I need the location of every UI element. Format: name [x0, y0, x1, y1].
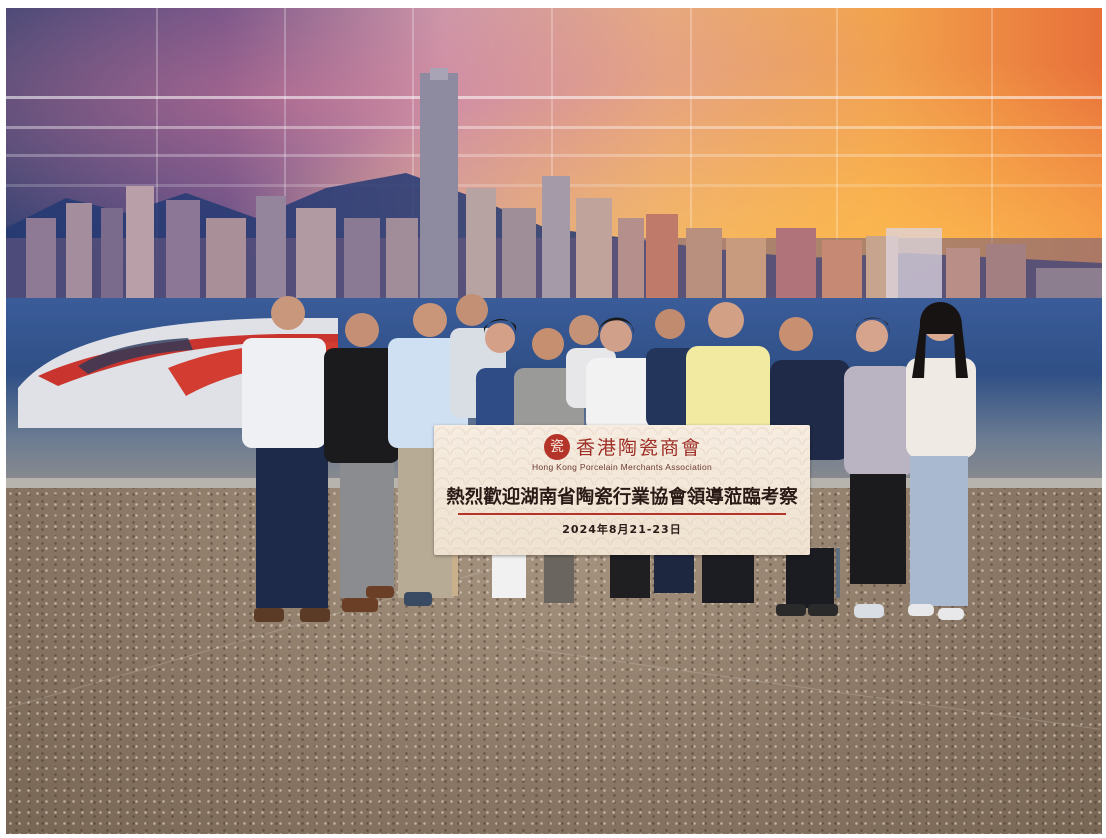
banner-headline: 熱烈歡迎湖南省陶瓷行業協會領導蒞臨考察: [446, 487, 798, 508]
person: [476, 319, 526, 598]
welcome-banner: 瓷 香港陶瓷商會 Hong Kong Porcelain Merchants A…: [434, 425, 810, 555]
ceiling-light-strip: [6, 154, 1102, 157]
person: [906, 302, 976, 620]
person: [844, 317, 914, 618]
banner-org-name-cn: 香港陶瓷商會: [576, 437, 703, 459]
banner-date: 2024年8月21-23日: [562, 523, 682, 536]
person: [686, 302, 770, 603]
banner-divider: [458, 513, 786, 515]
person: [324, 313, 400, 612]
person: [242, 296, 330, 622]
association-logo: 瓷: [544, 434, 570, 460]
banner-pole: [452, 548, 458, 596]
person: [770, 317, 850, 616]
banner-wave-pattern: [434, 425, 810, 555]
walking-cane: [836, 548, 840, 598]
photo-frame: 瓷 香港陶瓷商會 Hong Kong Porcelain Merchants A…: [6, 8, 1102, 834]
ceiling-light-strip: [6, 96, 1102, 99]
banner-org-name-en: Hong Kong Porcelain Merchants Associatio…: [531, 462, 713, 472]
group-of-people: [242, 294, 976, 622]
ceiling-light-strip: [6, 126, 1102, 129]
person: [646, 309, 698, 593]
